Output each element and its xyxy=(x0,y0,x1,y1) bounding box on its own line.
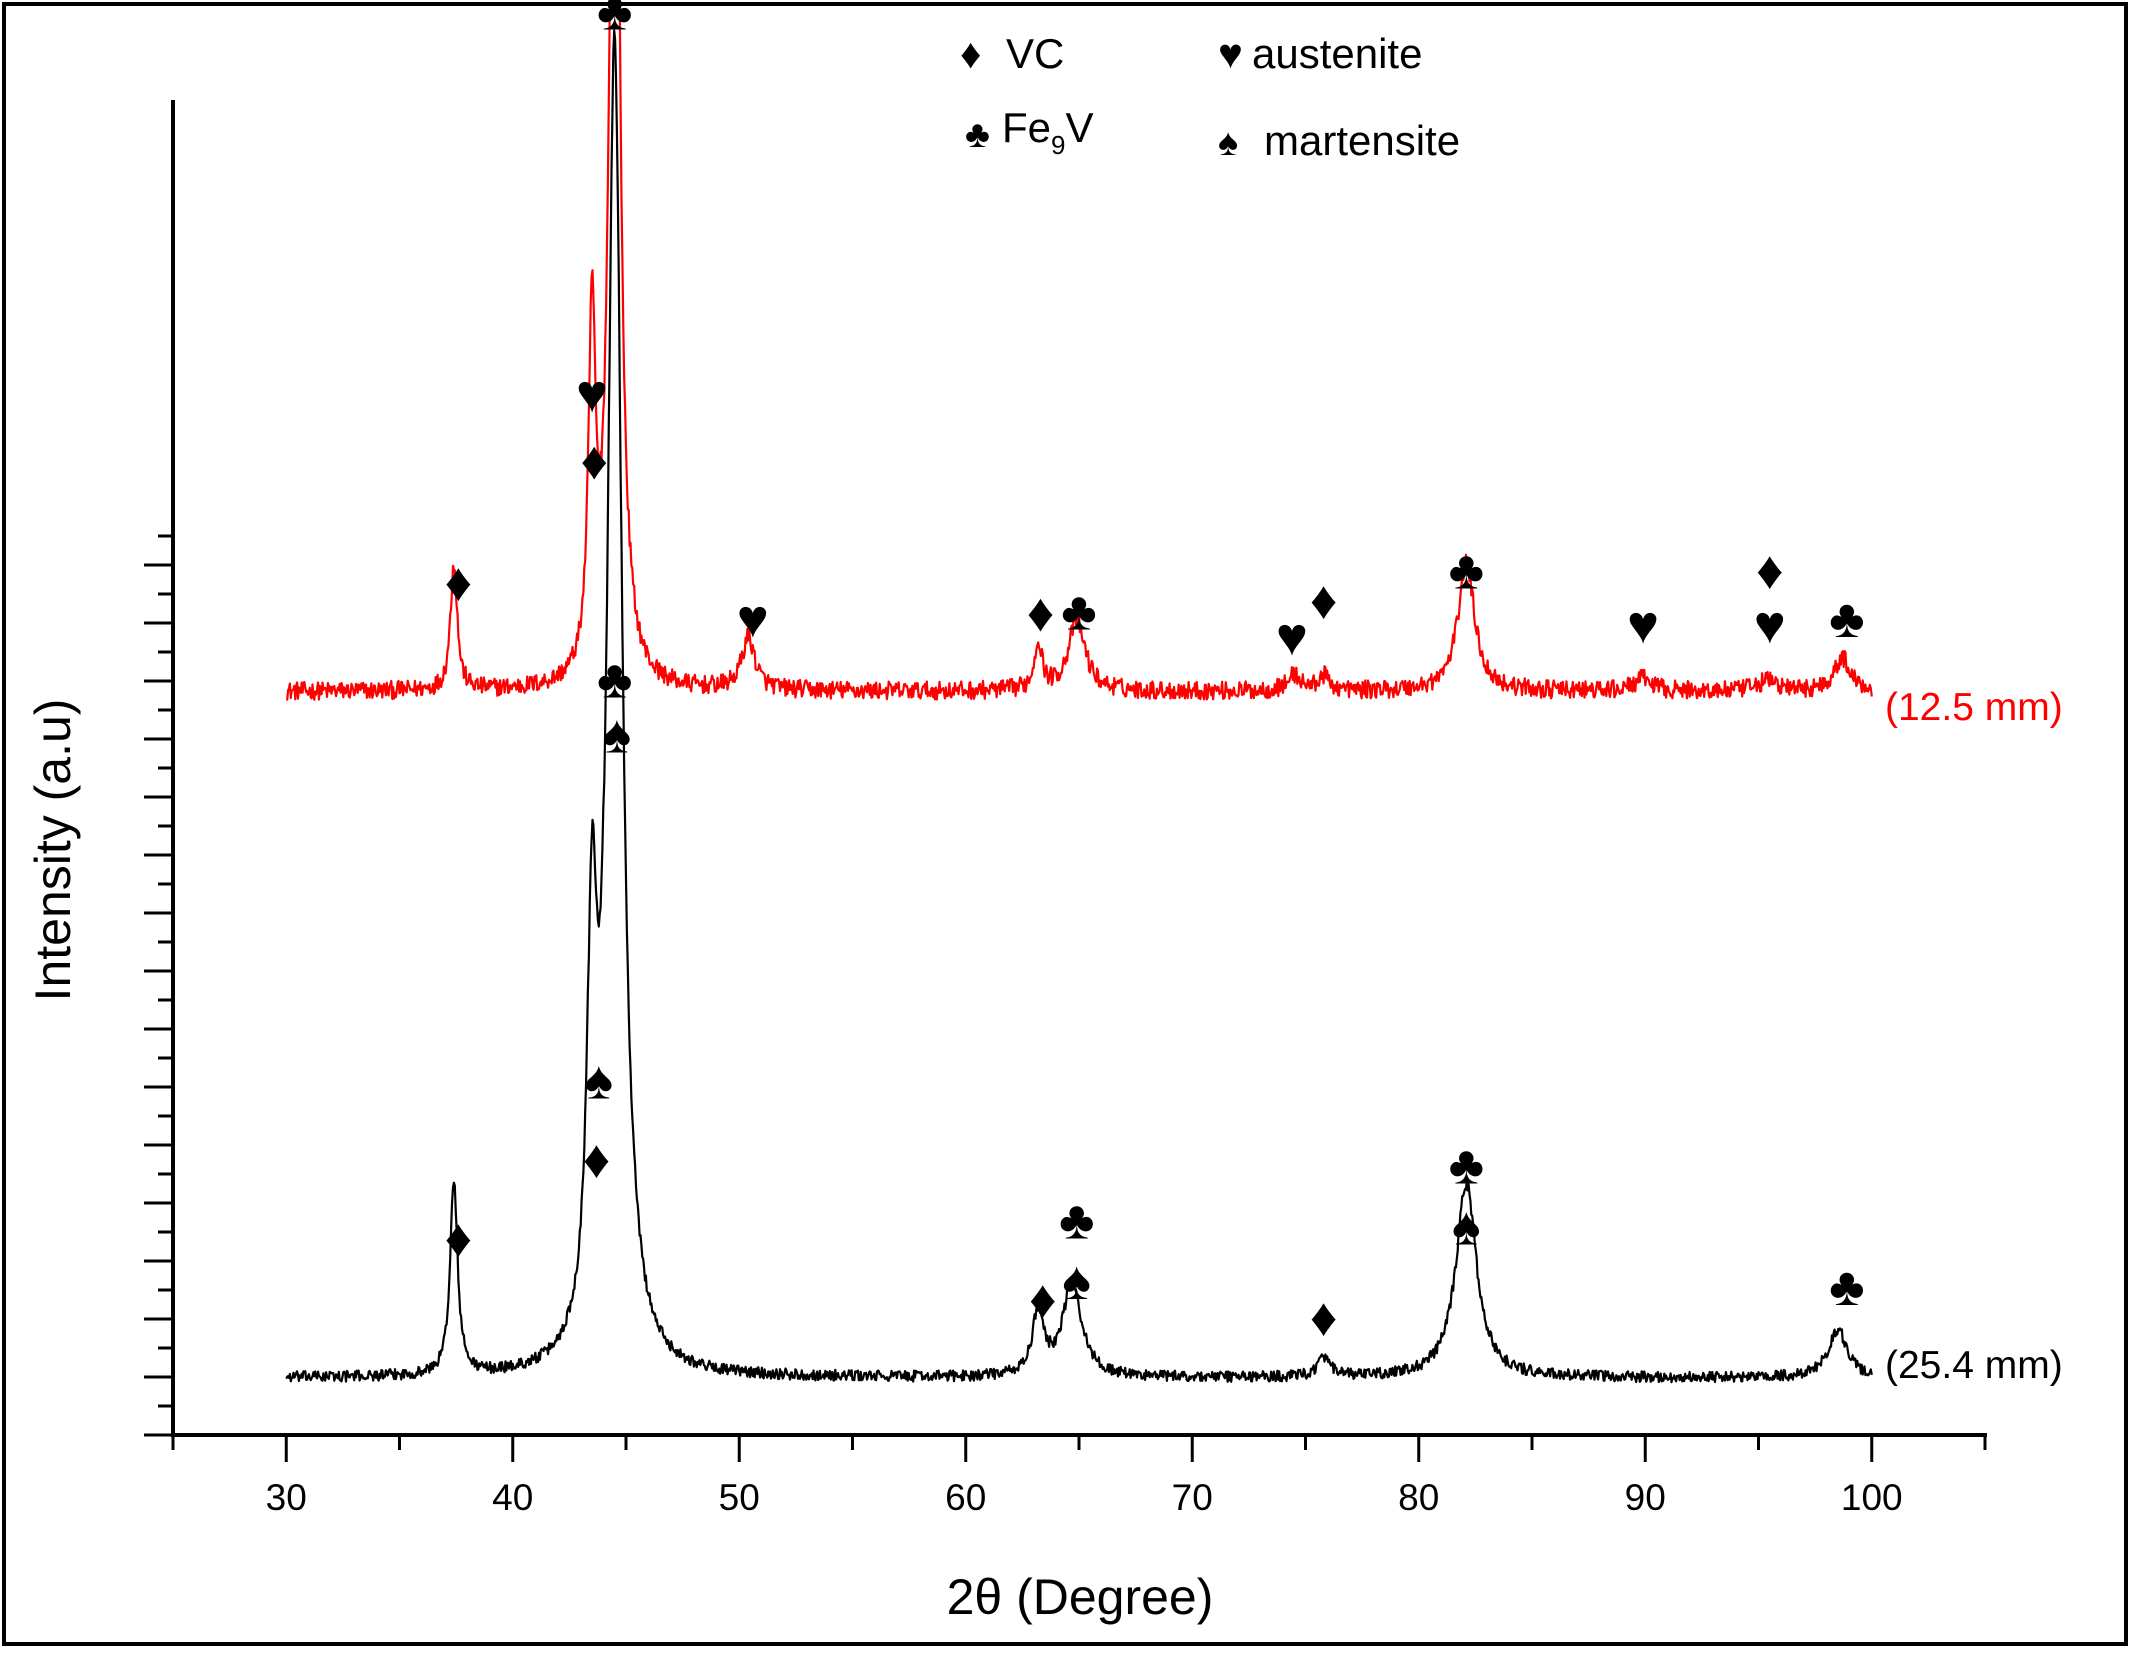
marker-fe9v-25: ♣ xyxy=(1829,1257,1864,1317)
marker-vc-18: ♦ xyxy=(583,1130,611,1190)
legend-martensite-symbol: ♠ xyxy=(1218,122,1238,164)
series-line-25-4-mm xyxy=(285,29,1873,1384)
marker-austenite-7: ♥ xyxy=(1276,607,1308,667)
series-line-12-5-mm xyxy=(286,0,1873,701)
legend-vc-label: VC xyxy=(1006,30,1064,77)
marker-austenite-4: ♥ xyxy=(737,589,769,649)
y-ticks xyxy=(144,534,173,1437)
marker-fe9v-19: ♣ xyxy=(1059,1190,1094,1250)
marker-fe9v-23: ♣ xyxy=(1449,1136,1484,1196)
legend-fe9v-subscript: 9 xyxy=(1051,130,1065,160)
marker-vc-8: ♦ xyxy=(1310,571,1338,631)
x-tick-label-30: 30 xyxy=(266,1477,307,1518)
x-tick-label-40: 40 xyxy=(492,1477,533,1518)
marker-martensite-15: ♠ xyxy=(603,704,632,764)
marker-vc-11: ♦ xyxy=(1756,540,1784,600)
legend-fe9v-symbol: ♣ xyxy=(965,114,990,156)
marker-fe9v-3: ♣ xyxy=(597,0,632,41)
legend-austenite-symbol: ♥ xyxy=(1218,30,1243,77)
marker-vc-21: ♦ xyxy=(1029,1269,1057,1329)
marker-vc-5: ♦ xyxy=(1027,583,1055,643)
legend-martensite-label: martensite xyxy=(1264,117,1460,164)
marker-fe9v-13: ♣ xyxy=(1829,589,1864,649)
marker-martensite-24: ♠ xyxy=(1452,1196,1481,1256)
marker-austenite-12: ♥ xyxy=(1754,595,1786,655)
marker-vc-1: ♦ xyxy=(581,431,609,491)
x-tick-label-100: 100 xyxy=(1841,1477,1903,1518)
legend-fe9v-label: Fe9V xyxy=(1002,104,1094,160)
marker-austenite-2: ♥ xyxy=(576,364,608,424)
legend-fe9v-tail: V xyxy=(1065,104,1093,151)
marker-fe9v-9: ♣ xyxy=(1449,540,1484,600)
series-label-12-5mm: (12.5 mm) xyxy=(1885,686,2063,729)
x-tick-label-70: 70 xyxy=(1172,1477,1213,1518)
x-tick-label-80: 80 xyxy=(1398,1477,1439,1518)
x-tick-labels: 30 40 50 60 70 80 90 100 xyxy=(266,1477,1903,1518)
marker-fe9v-6: ♣ xyxy=(1061,582,1096,642)
legend-fe9v-base: Fe xyxy=(1002,104,1051,151)
marker-vc-16: ♦ xyxy=(445,1209,473,1269)
marker-vc-0: ♦ xyxy=(445,552,473,612)
legend: ♦ VC ♥ austenite ♣ Fe9V ♠ martensite xyxy=(960,30,1460,164)
marker-austenite-10: ♥ xyxy=(1627,595,1659,655)
x-ticks xyxy=(171,1435,1987,1462)
marker-fe9v-14: ♣ xyxy=(597,650,632,710)
legend-austenite-label: austenite xyxy=(1252,30,1422,77)
series-label-25-4mm: (25.4 mm) xyxy=(1885,1344,2063,1387)
marker-martensite-17: ♠ xyxy=(584,1051,613,1111)
marker-martensite-20: ♠ xyxy=(1062,1251,1091,1311)
marker-vc-22: ♦ xyxy=(1310,1287,1338,1347)
legend-vc-symbol: ♦ xyxy=(960,30,981,77)
x-tick-label-90: 90 xyxy=(1625,1477,1666,1518)
x-tick-label-50: 50 xyxy=(719,1477,760,1518)
series-layer xyxy=(285,0,1873,1384)
x-axis-title: 2θ (Degree) xyxy=(947,1569,1214,1625)
phase-annotations: ♦♦♥♣♥ ♦ ♣ ♥♦♣♥♦♥ ♣♣♠♦♠♦♣♠♦ ♦♣♠♣ xyxy=(445,0,1865,1347)
x-tick-label-60: 60 xyxy=(945,1477,986,1518)
y-axis-title: Intensity (a.u) xyxy=(25,699,81,1002)
